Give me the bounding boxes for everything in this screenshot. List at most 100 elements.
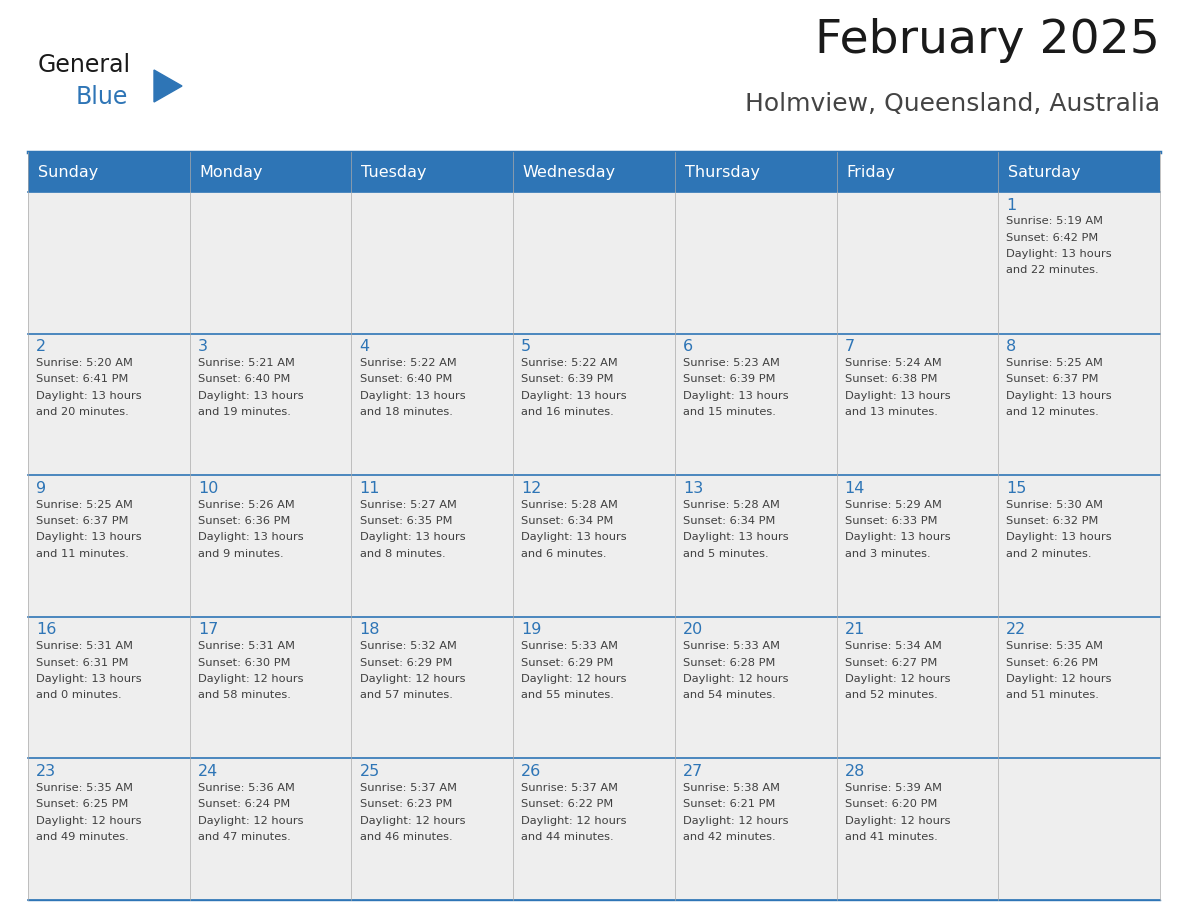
Bar xyxy=(513,333,675,476)
Text: Sunrise: 5:33 AM: Sunrise: 5:33 AM xyxy=(522,642,618,651)
Text: Sunrise: 5:21 AM: Sunrise: 5:21 AM xyxy=(197,358,295,368)
Text: and 47 minutes.: and 47 minutes. xyxy=(197,832,291,842)
Text: and 13 minutes.: and 13 minutes. xyxy=(845,407,937,417)
Text: 2: 2 xyxy=(36,339,46,354)
Text: Daylight: 13 hours: Daylight: 13 hours xyxy=(36,674,141,684)
Text: Daylight: 12 hours: Daylight: 12 hours xyxy=(360,815,465,825)
Text: Daylight: 12 hours: Daylight: 12 hours xyxy=(683,815,789,825)
Text: Sunrise: 5:28 AM: Sunrise: 5:28 AM xyxy=(522,499,618,509)
Text: and 11 minutes.: and 11 minutes. xyxy=(36,549,129,558)
Text: Sunrise: 5:32 AM: Sunrise: 5:32 AM xyxy=(360,642,456,651)
Text: Sunset: 6:24 PM: Sunset: 6:24 PM xyxy=(197,800,290,809)
Text: Daylight: 13 hours: Daylight: 13 hours xyxy=(360,532,466,543)
Text: and 6 minutes.: and 6 minutes. xyxy=(522,549,607,558)
Text: and 44 minutes.: and 44 minutes. xyxy=(522,832,614,842)
Text: Sunset: 6:23 PM: Sunset: 6:23 PM xyxy=(360,800,451,809)
Text: 10: 10 xyxy=(197,481,219,496)
Text: 11: 11 xyxy=(360,481,380,496)
Text: 18: 18 xyxy=(360,622,380,637)
Bar xyxy=(675,617,836,758)
Text: and 19 minutes.: and 19 minutes. xyxy=(197,407,291,417)
Bar xyxy=(675,758,836,900)
Bar xyxy=(352,152,513,192)
Text: Daylight: 13 hours: Daylight: 13 hours xyxy=(1006,249,1112,259)
Bar xyxy=(836,152,998,192)
Text: Sunset: 6:33 PM: Sunset: 6:33 PM xyxy=(845,516,937,526)
Bar xyxy=(352,333,513,476)
Text: 21: 21 xyxy=(845,622,865,637)
Bar xyxy=(998,758,1159,900)
Text: 17: 17 xyxy=(197,622,219,637)
Text: Sunrise: 5:25 AM: Sunrise: 5:25 AM xyxy=(36,499,133,509)
Text: and 20 minutes.: and 20 minutes. xyxy=(36,407,128,417)
Text: Wednesday: Wednesday xyxy=(523,164,615,180)
Text: Sunrise: 5:27 AM: Sunrise: 5:27 AM xyxy=(360,499,456,509)
Text: Sunrise: 5:37 AM: Sunrise: 5:37 AM xyxy=(360,783,456,793)
Text: General: General xyxy=(38,53,131,77)
Text: Blue: Blue xyxy=(76,85,128,109)
Text: Sunset: 6:41 PM: Sunset: 6:41 PM xyxy=(36,375,128,385)
Bar xyxy=(836,333,998,476)
Text: Sunset: 6:27 PM: Sunset: 6:27 PM xyxy=(845,657,937,667)
Text: Sunset: 6:28 PM: Sunset: 6:28 PM xyxy=(683,657,776,667)
Text: Sunrise: 5:33 AM: Sunrise: 5:33 AM xyxy=(683,642,781,651)
Bar xyxy=(675,333,836,476)
Text: Daylight: 12 hours: Daylight: 12 hours xyxy=(522,815,627,825)
Text: Daylight: 13 hours: Daylight: 13 hours xyxy=(36,532,141,543)
Text: 14: 14 xyxy=(845,481,865,496)
Text: Saturday: Saturday xyxy=(1007,164,1081,180)
Text: 26: 26 xyxy=(522,764,542,778)
Text: and 2 minutes.: and 2 minutes. xyxy=(1006,549,1092,558)
Text: Daylight: 13 hours: Daylight: 13 hours xyxy=(1006,391,1112,400)
Text: 20: 20 xyxy=(683,622,703,637)
Text: Daylight: 13 hours: Daylight: 13 hours xyxy=(36,391,141,400)
Text: Daylight: 13 hours: Daylight: 13 hours xyxy=(683,532,789,543)
Text: Sunrise: 5:25 AM: Sunrise: 5:25 AM xyxy=(1006,358,1104,368)
Bar xyxy=(352,192,513,333)
Bar xyxy=(998,152,1159,192)
Text: and 57 minutes.: and 57 minutes. xyxy=(360,690,453,700)
Text: 16: 16 xyxy=(36,622,57,637)
Text: Sunset: 6:40 PM: Sunset: 6:40 PM xyxy=(360,375,451,385)
Text: and 16 minutes.: and 16 minutes. xyxy=(522,407,614,417)
Text: Daylight: 13 hours: Daylight: 13 hours xyxy=(845,391,950,400)
Text: Sunrise: 5:22 AM: Sunrise: 5:22 AM xyxy=(522,358,618,368)
Text: Sunrise: 5:39 AM: Sunrise: 5:39 AM xyxy=(845,783,942,793)
Text: Sunset: 6:36 PM: Sunset: 6:36 PM xyxy=(197,516,290,526)
Text: Daylight: 12 hours: Daylight: 12 hours xyxy=(360,674,465,684)
Bar xyxy=(29,333,190,476)
Bar xyxy=(190,192,352,333)
Text: Sunset: 6:26 PM: Sunset: 6:26 PM xyxy=(1006,657,1099,667)
Bar xyxy=(513,476,675,617)
Bar xyxy=(190,333,352,476)
Text: Daylight: 12 hours: Daylight: 12 hours xyxy=(197,674,303,684)
Text: 23: 23 xyxy=(36,764,56,778)
Text: 12: 12 xyxy=(522,481,542,496)
Text: 4: 4 xyxy=(360,339,369,354)
Text: Sunset: 6:34 PM: Sunset: 6:34 PM xyxy=(522,516,614,526)
Text: Sunrise: 5:31 AM: Sunrise: 5:31 AM xyxy=(36,642,133,651)
Text: Daylight: 13 hours: Daylight: 13 hours xyxy=(360,391,466,400)
Text: and 3 minutes.: and 3 minutes. xyxy=(845,549,930,558)
Text: Daylight: 13 hours: Daylight: 13 hours xyxy=(1006,532,1112,543)
Text: 27: 27 xyxy=(683,764,703,778)
Text: 5: 5 xyxy=(522,339,531,354)
Text: and 54 minutes.: and 54 minutes. xyxy=(683,690,776,700)
Text: Daylight: 13 hours: Daylight: 13 hours xyxy=(197,532,303,543)
Text: 15: 15 xyxy=(1006,481,1026,496)
Text: 22: 22 xyxy=(1006,622,1026,637)
Text: Sunset: 6:29 PM: Sunset: 6:29 PM xyxy=(360,657,451,667)
Text: Sunrise: 5:34 AM: Sunrise: 5:34 AM xyxy=(845,642,942,651)
Text: and 9 minutes.: and 9 minutes. xyxy=(197,549,284,558)
Bar xyxy=(513,192,675,333)
Text: Daylight: 13 hours: Daylight: 13 hours xyxy=(522,391,627,400)
Text: Daylight: 13 hours: Daylight: 13 hours xyxy=(522,532,627,543)
Text: Sunrise: 5:29 AM: Sunrise: 5:29 AM xyxy=(845,499,942,509)
Text: Sunrise: 5:23 AM: Sunrise: 5:23 AM xyxy=(683,358,779,368)
Bar xyxy=(998,333,1159,476)
Bar xyxy=(836,617,998,758)
Text: Sunset: 6:37 PM: Sunset: 6:37 PM xyxy=(36,516,128,526)
Bar xyxy=(190,617,352,758)
Text: and 52 minutes.: and 52 minutes. xyxy=(845,690,937,700)
Text: 6: 6 xyxy=(683,339,693,354)
